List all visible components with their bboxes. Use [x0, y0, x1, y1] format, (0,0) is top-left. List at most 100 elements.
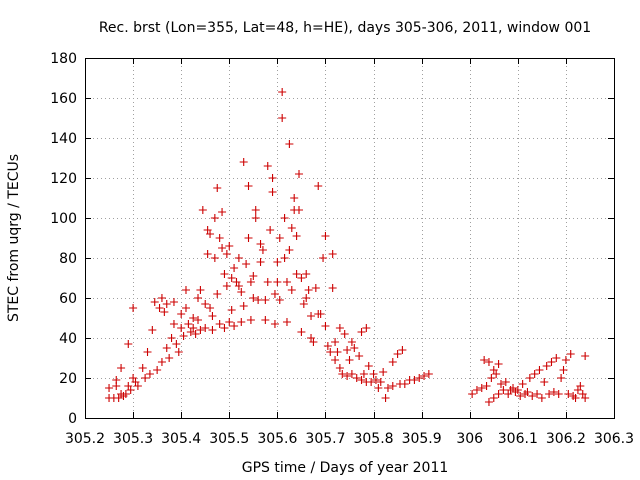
data-point	[535, 366, 544, 374]
data-point	[297, 274, 306, 282]
data-point	[210, 214, 219, 222]
data-point	[169, 320, 178, 328]
plot-frame	[85, 58, 615, 419]
data-point	[549, 388, 558, 396]
data-point	[496, 380, 505, 388]
data-point	[343, 346, 352, 354]
data-point	[343, 372, 352, 380]
data-point	[331, 356, 340, 364]
data-point	[249, 294, 258, 302]
data-point	[376, 378, 385, 386]
data-point	[482, 382, 491, 390]
data-point	[189, 314, 198, 322]
y-tick-label: 140	[50, 131, 77, 147]
x-tick-label: 305.8	[353, 431, 393, 447]
data-point	[477, 384, 486, 392]
data-point	[388, 382, 397, 390]
data-point	[282, 278, 291, 286]
data-point	[249, 272, 258, 280]
data-point	[350, 344, 359, 352]
data-point	[174, 348, 183, 356]
data-point	[266, 226, 275, 234]
data-point	[242, 260, 251, 268]
data-point	[278, 114, 287, 122]
data-point	[261, 316, 270, 324]
data-point	[124, 340, 133, 348]
data-point	[222, 282, 231, 290]
data-point	[309, 338, 318, 346]
data-point	[165, 354, 174, 362]
data-point	[261, 296, 270, 304]
data-point	[355, 352, 364, 360]
data-point	[352, 374, 361, 382]
data-point	[155, 304, 164, 312]
data-point	[307, 312, 316, 320]
data-point	[530, 370, 539, 378]
data-point	[133, 382, 142, 390]
data-point	[314, 182, 323, 190]
data-point	[251, 206, 260, 214]
data-point	[181, 286, 190, 294]
data-point	[239, 302, 248, 310]
data-point	[576, 382, 585, 390]
data-point	[326, 348, 335, 356]
data-point	[347, 370, 356, 378]
data-point	[172, 340, 181, 348]
chart-title: Rec. brst (Lon=355, Lat=48, h=HE), days …	[99, 20, 591, 36]
data-point	[121, 390, 130, 398]
data-point	[198, 206, 207, 214]
data-point	[222, 250, 231, 258]
data-point	[215, 234, 224, 242]
data-point	[571, 394, 580, 402]
data-point	[311, 284, 320, 292]
data-point	[287, 224, 296, 232]
data-point	[359, 370, 368, 378]
y-tick-label: 60	[59, 291, 77, 307]
data-point	[545, 390, 554, 398]
data-point	[338, 370, 347, 378]
data-point	[547, 358, 556, 366]
data-point	[157, 358, 166, 366]
data-point	[345, 356, 354, 364]
data-point	[181, 304, 190, 312]
data-point	[328, 250, 337, 258]
data-point	[564, 390, 573, 398]
data-point	[333, 348, 342, 356]
data-point	[362, 324, 371, 332]
data-point	[323, 342, 332, 350]
data-point	[210, 254, 219, 262]
data-point	[234, 254, 243, 262]
data-point	[561, 356, 570, 364]
data-point	[559, 366, 568, 374]
data-point	[251, 214, 260, 222]
y-axis-label: STEC from uqrg / TECUs	[6, 154, 22, 322]
data-point	[256, 240, 265, 248]
data-point	[246, 278, 255, 286]
data-point	[275, 234, 284, 242]
data-point	[379, 368, 388, 376]
data-point	[160, 308, 169, 316]
x-axis-label: GPS time / Days of year 2011	[242, 460, 449, 476]
data-point	[225, 318, 234, 326]
data-point	[480, 356, 489, 364]
data-point	[513, 386, 522, 394]
data-point	[357, 376, 366, 384]
data-point	[273, 258, 282, 266]
data-point	[494, 360, 503, 368]
x-tick-label: 305.2	[65, 431, 105, 447]
data-point	[299, 300, 308, 308]
data-point	[194, 294, 203, 302]
data-point	[230, 264, 239, 272]
data-point	[566, 350, 575, 358]
data-point	[424, 370, 433, 378]
data-point	[369, 370, 378, 378]
data-point	[489, 394, 498, 402]
data-point	[227, 274, 236, 282]
data-point	[215, 320, 224, 328]
y-tick-label: 80	[59, 251, 77, 267]
data-point	[302, 294, 311, 302]
data-point	[398, 346, 407, 354]
data-point	[304, 286, 313, 294]
data-point	[371, 376, 380, 384]
data-point	[138, 364, 147, 372]
